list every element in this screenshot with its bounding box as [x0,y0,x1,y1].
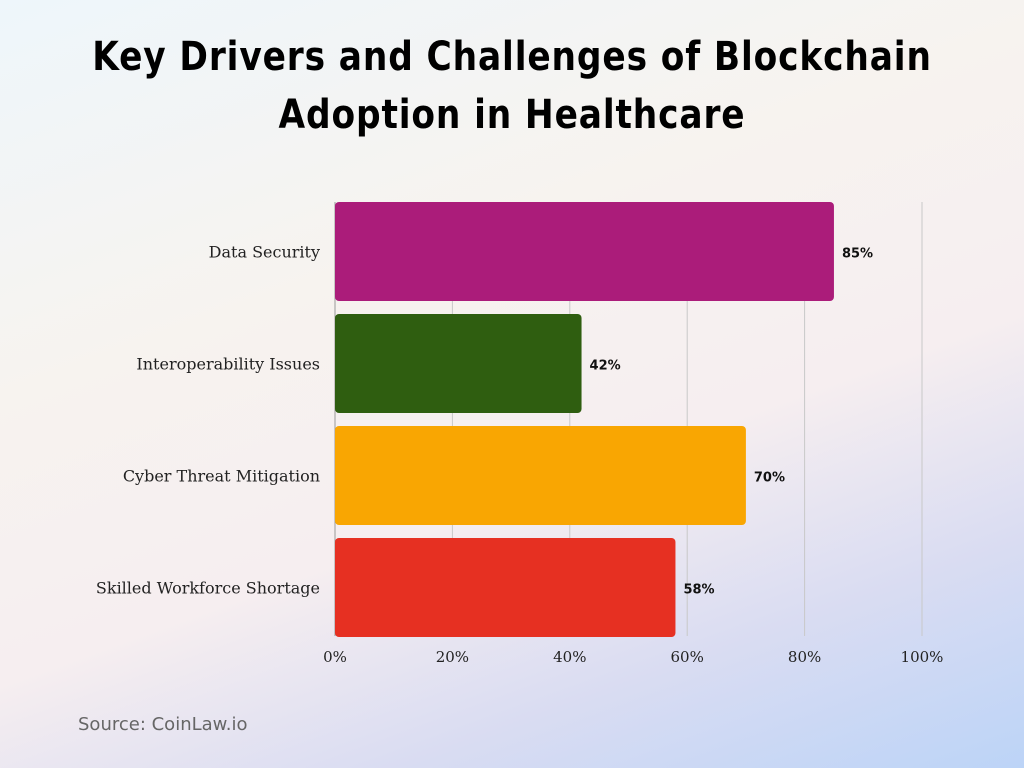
x-tick-label: 60% [671,648,704,666]
source-note: Source: CoinLaw.io [78,714,248,735]
bar [335,426,746,525]
category-label: Cyber Threat Mitigation [123,467,320,486]
bar [335,202,834,301]
x-tick-label: 100% [901,648,944,666]
x-tick-label: 20% [436,648,469,666]
x-tick-label: 40% [553,648,586,666]
bar [335,538,676,637]
bar [335,314,582,413]
category-label: Interoperability Issues [136,355,320,374]
x-tick-label: 80% [788,648,821,666]
category-label: Skilled Workforce Shortage [96,579,320,598]
data-label: 85% [842,247,873,262]
data-label: 42% [590,359,621,374]
chart-title: Key Drivers and Challenges of Blockchain… [92,34,932,138]
data-label: 70% [754,471,785,486]
data-label: 58% [683,583,714,598]
category-label: Data Security [209,243,320,262]
x-tick-label: 0% [323,648,347,666]
